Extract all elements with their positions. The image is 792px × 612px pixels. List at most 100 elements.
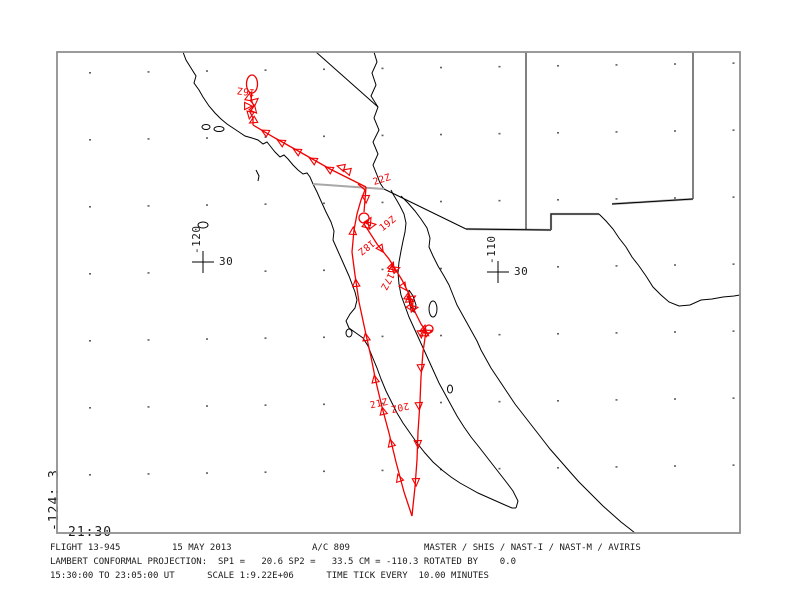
grid-dot <box>206 70 208 72</box>
grid-dot <box>732 464 735 466</box>
grid-dot <box>147 473 150 475</box>
grid-dot <box>440 334 442 337</box>
grid-dot <box>557 332 559 335</box>
grid-dot <box>557 466 559 469</box>
aircraft-id: A/C 809 <box>312 543 350 553</box>
grid-dot <box>440 200 442 203</box>
grid-dot <box>323 336 325 339</box>
map-frame <box>56 51 741 534</box>
grid-dot <box>440 267 442 270</box>
time-tick <box>248 104 258 115</box>
grid-dot <box>674 398 676 400</box>
cedros-island <box>345 328 353 338</box>
grid-dot <box>615 265 618 267</box>
longitude-label: -110 <box>485 236 498 265</box>
time-tick <box>335 163 346 173</box>
grid-dot <box>732 129 735 131</box>
nm-bootheel <box>550 213 599 230</box>
track-southbound-leg <box>411 330 427 517</box>
flight-date: 15 MAY 2013 <box>172 543 232 553</box>
time-tick <box>411 477 421 488</box>
time-tick <box>243 91 253 102</box>
grid-dot <box>615 399 618 401</box>
grid-dot <box>557 399 559 402</box>
mexico-mainland-coastline <box>400 195 636 533</box>
grid-dot <box>498 199 501 202</box>
time-tick <box>249 97 260 107</box>
grid-dot <box>323 269 325 272</box>
track-time-label: 20Z <box>390 400 410 415</box>
time-tick <box>292 148 303 157</box>
grid-dot <box>89 139 91 141</box>
time-tick <box>390 266 401 275</box>
angel-island <box>428 300 438 318</box>
grid-dot <box>381 134 384 137</box>
time-tick <box>244 101 254 111</box>
time-tick <box>404 294 415 303</box>
grid-dot <box>557 64 559 67</box>
grid-dot <box>264 337 267 339</box>
ca-nv-border <box>315 52 379 108</box>
grid-dot <box>264 69 267 71</box>
grid-dot <box>381 402 384 405</box>
projection-info: LAMBERT CONFORMAL PROJECTION: SP1 = 20.6… <box>50 557 516 567</box>
grid-dot <box>147 339 150 341</box>
grid-dot <box>732 196 735 198</box>
track-gulf-head-leg <box>363 223 427 332</box>
time-tick <box>395 473 405 484</box>
track-transit-leg <box>252 124 367 188</box>
border-loop <box>358 212 370 224</box>
palmdale-loop <box>245 74 259 94</box>
grid-dot <box>381 335 384 338</box>
track-time-label: 22Z <box>372 172 393 188</box>
grid-dot <box>264 270 267 272</box>
grid-dot <box>440 401 442 404</box>
grid-dot <box>323 470 325 473</box>
track-time-label: 16Z <box>236 84 255 97</box>
time-tick <box>419 328 430 337</box>
grid-dot <box>206 338 208 340</box>
time-tick <box>387 264 398 273</box>
grid-dot <box>674 331 676 333</box>
time-tick <box>371 373 381 384</box>
longitude-label: -120 <box>190 226 203 255</box>
time-tick <box>416 363 426 374</box>
grid-dot <box>557 198 559 201</box>
grid-dot <box>557 265 559 268</box>
grid-dot <box>147 71 150 73</box>
grid-dot <box>674 130 676 132</box>
grid-dot <box>615 131 618 133</box>
time-tick <box>416 329 426 340</box>
flight-id: FLIGHT 13-945 <box>50 543 121 553</box>
grid-dot <box>89 273 91 275</box>
time-tick <box>246 110 256 121</box>
grid-dot <box>557 131 559 134</box>
time-tick <box>363 216 372 227</box>
grid-dot <box>264 203 267 205</box>
grid-dot <box>147 272 150 274</box>
time-tick <box>386 261 395 272</box>
grid-dot <box>498 467 501 470</box>
channel-island-1 <box>201 124 211 130</box>
grid-dot <box>381 268 384 271</box>
time-tick <box>248 115 259 124</box>
grid-dot <box>674 197 676 199</box>
time-tick <box>414 401 424 412</box>
grid-dot <box>89 72 91 74</box>
track-northbound-leg <box>351 183 413 517</box>
san-jose-island <box>447 384 453 394</box>
grid-dot <box>206 405 208 407</box>
colorado-river-border <box>370 52 385 190</box>
grid-dot <box>732 62 735 64</box>
time-tick <box>351 277 361 288</box>
california-coastline <box>182 52 314 185</box>
grid-dot <box>147 205 150 207</box>
latitude-label: 30 <box>514 265 528 278</box>
time-scale-info: 15:30:00 TO 23:05:00 UT SCALE 1:9.22E+06… <box>50 571 489 581</box>
track-time-label: 19Z <box>377 214 398 234</box>
time-tick <box>324 166 335 175</box>
grid-dot <box>615 466 618 468</box>
grid-dot <box>674 465 676 467</box>
